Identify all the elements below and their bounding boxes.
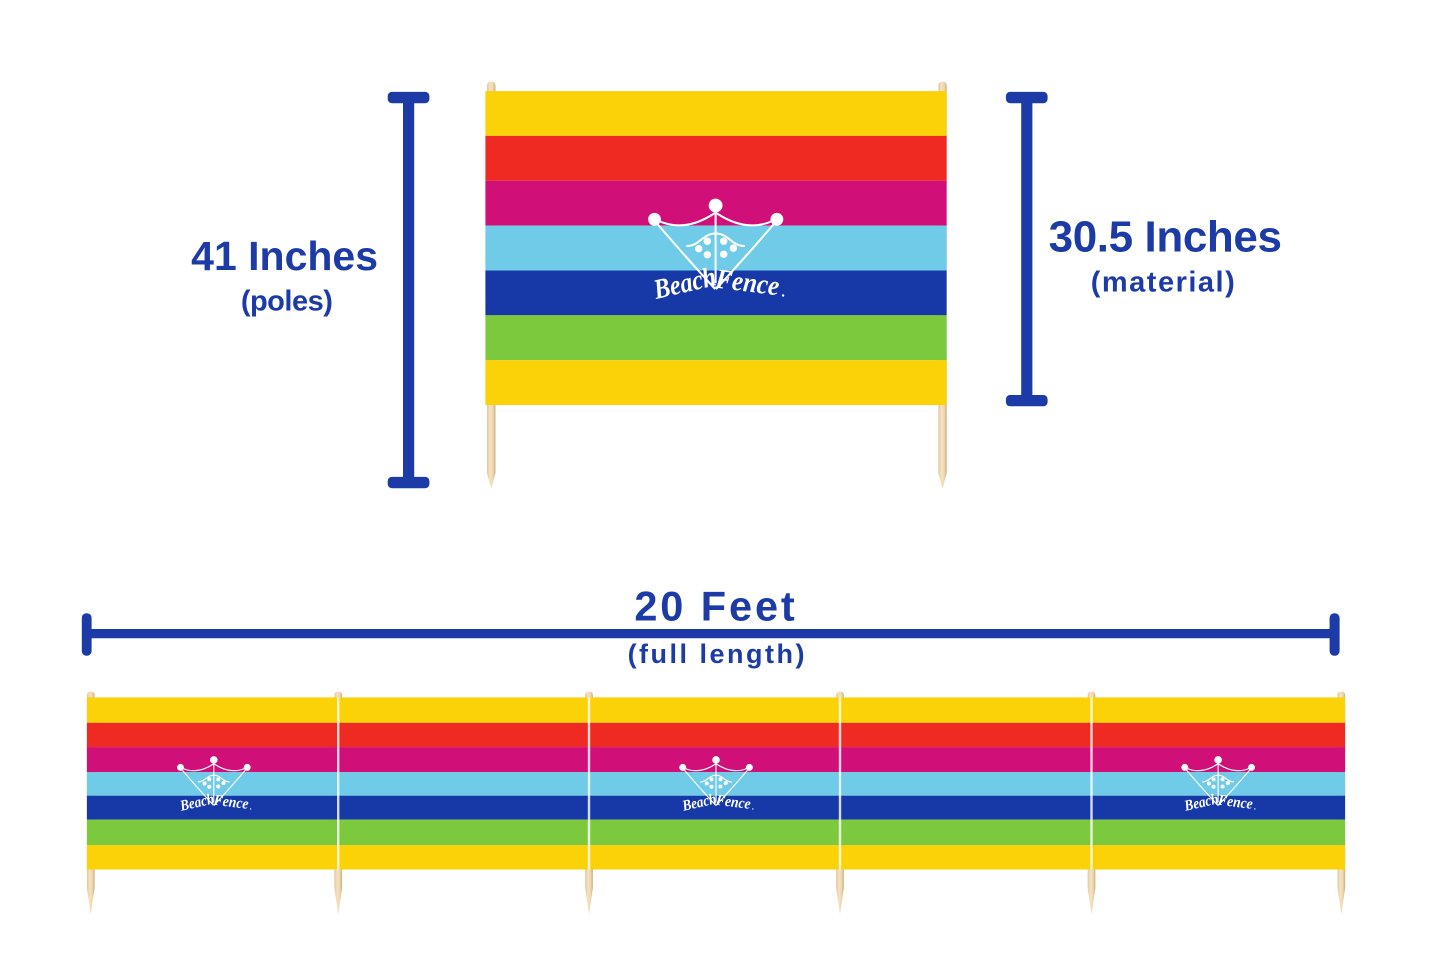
svg-text:41 Inches: 41 Inches: [191, 233, 378, 279]
svg-text:(full length): (full length): [628, 639, 807, 669]
svg-text:20 Feet: 20 Feet: [634, 583, 797, 630]
svg-text:30.5 Inches: 30.5 Inches: [1049, 213, 1282, 262]
svg-text:(material): (material): [1091, 267, 1237, 299]
svg-text:(poles): (poles): [241, 286, 333, 318]
